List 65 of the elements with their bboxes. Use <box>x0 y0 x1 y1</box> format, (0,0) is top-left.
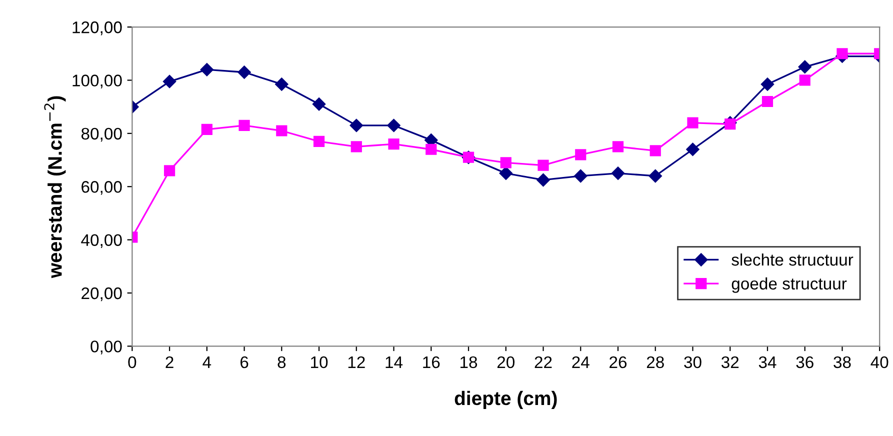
point <box>201 124 212 135</box>
x-tick-label: 22 <box>534 356 552 368</box>
point <box>350 118 363 132</box>
x-tick-label: 2 <box>166 356 174 368</box>
point <box>200 63 214 76</box>
point <box>686 142 700 156</box>
point <box>275 78 288 91</box>
y-tick-label: 80,00 <box>81 128 122 142</box>
point <box>238 66 251 79</box>
x-axis-title: diepte (cm) <box>454 390 557 410</box>
point <box>350 141 362 152</box>
point <box>388 138 400 150</box>
y-tick-label: 100,00 <box>72 74 122 88</box>
point <box>538 160 549 171</box>
point <box>799 74 810 86</box>
point <box>162 74 176 88</box>
point <box>687 117 698 128</box>
point <box>575 149 586 160</box>
point <box>164 165 176 176</box>
point <box>648 169 662 183</box>
legend-label: slechte structuur <box>732 253 854 266</box>
point <box>500 157 512 168</box>
y-tick-label: 120,00 <box>72 21 122 36</box>
x-tick-label: 16 <box>423 356 440 368</box>
x-tick-label: 0 <box>128 356 136 368</box>
point <box>762 96 774 108</box>
point <box>313 136 325 147</box>
x-tick-label: 10 <box>311 356 328 368</box>
point <box>798 60 812 74</box>
y-tick-label: 0,00 <box>90 340 122 354</box>
point <box>312 98 326 111</box>
x-tick-label: 32 <box>721 356 739 368</box>
x-tick-label: 18 <box>460 356 478 368</box>
x-tick-label: 40 <box>870 356 888 368</box>
y-tick-label: 40,00 <box>81 234 122 248</box>
x-tick-label: 12 <box>348 356 365 368</box>
point <box>611 166 625 180</box>
point <box>387 118 400 132</box>
x-tick-label: 8 <box>278 356 286 368</box>
x-tick-label: 36 <box>796 356 814 368</box>
point <box>536 173 550 187</box>
point <box>724 118 736 130</box>
point <box>276 125 288 136</box>
x-tick-label: 28 <box>646 356 664 368</box>
point <box>426 144 437 155</box>
point <box>574 169 588 183</box>
y-tick-label: 60,00 <box>82 181 122 195</box>
legend-label: goede structuur <box>732 277 847 293</box>
point <box>836 48 848 60</box>
y-axis-title: weerstand (N.cm$^{−2}$) <box>44 96 66 278</box>
x-tick-label: 24 <box>572 356 590 368</box>
point <box>612 141 624 152</box>
x-tick-label: 34 <box>758 356 776 368</box>
point <box>760 78 774 91</box>
x-tick-label: 4 <box>202 356 212 368</box>
x-tick-label: 14 <box>386 356 403 368</box>
x-tick-label: 38 <box>834 356 851 368</box>
x-tick-label: 6 <box>240 356 248 368</box>
point <box>238 120 250 131</box>
x-tick-label: 30 <box>684 356 702 368</box>
y-tick-label: 20,00 <box>82 287 122 302</box>
x-tick-label: 26 <box>610 356 627 368</box>
point <box>650 145 661 156</box>
point <box>499 166 512 180</box>
x-tick-label: 20 <box>497 356 515 368</box>
